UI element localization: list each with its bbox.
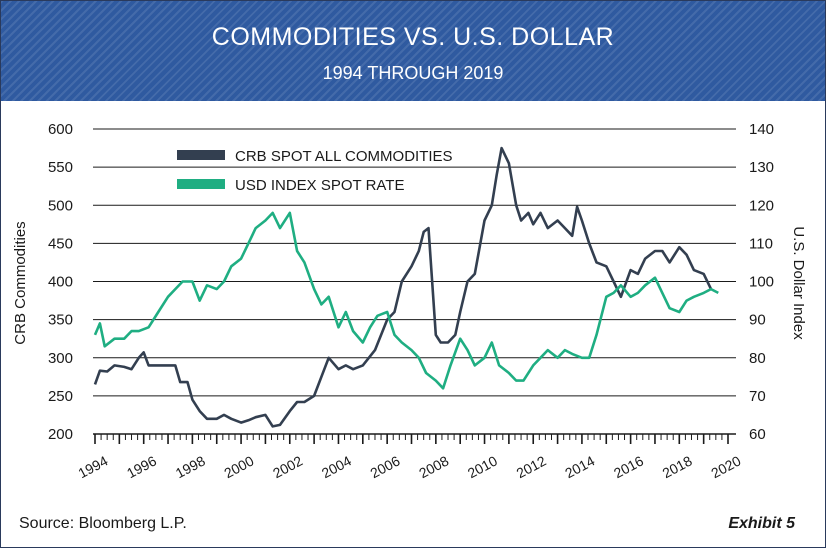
x-tick-label-2008: 2008 [416,452,451,481]
x-tick-label-2010: 2010 [465,452,500,481]
y-tick-left-550: 550 [48,159,73,176]
y-tick-right-100: 100 [749,274,774,291]
x-tick-label-1996: 1996 [124,452,159,481]
series-line-crb [93,146,713,428]
x-tick-label-2004: 2004 [319,452,354,481]
series-lines [93,146,719,428]
gridlines [93,128,736,435]
exhibit-label: Exhibit 5 [728,515,795,532]
legend-label-usd: USD INDEX SPOT RATE [235,177,404,194]
y-tick-left-450: 450 [48,235,73,252]
legend-label-crb: CRB SPOT ALL COMMODITIES [235,148,453,165]
legend: CRB SPOT ALL COMMODITIES USD INDEX SPOT R… [177,148,453,194]
x-tick-label-2014: 2014 [562,452,597,481]
y-axis-label-right: U.S. Dollar Index [790,226,807,340]
y-tick-left-200: 200 [48,426,73,443]
y-tick-right-130: 130 [749,159,774,176]
y-tick-right-120: 120 [749,197,774,214]
axes: 200 250 300 350 400 450 500 550 600 60 70 80 90 100 11… [48,121,774,481]
y-tick-right-80: 80 [749,350,766,367]
x-tick-label-2018: 2018 [660,452,695,481]
series-line-usd [93,211,719,390]
chart-subtitle: 1994 THROUGH 2019 [322,63,504,83]
x-tick-label-2006: 2006 [368,452,403,481]
x-tick-label-1998: 1998 [173,452,208,481]
y-tick-left-350: 350 [48,312,73,329]
y-axis-label-left: CRB Commodities [12,221,29,344]
x-tick-label-2012: 2012 [514,452,549,481]
y-tick-right-90: 90 [749,312,766,329]
chart-title: COMMODITIES VS. U.S. DOLLAR [211,23,615,51]
x-tick-label-2000: 2000 [221,452,256,481]
y-tick-left-600: 600 [48,121,73,138]
x-tick-label-1994: 1994 [75,452,110,481]
x-tick-label-2002: 2002 [270,452,305,481]
x-tick-label-2020: 2020 [708,452,743,481]
title-banner: COMMODITIES VS. U.S. DOLLAR 1994 THROUGH… [1,1,825,101]
y-tick-left-500: 500 [48,197,73,214]
y-tick-left-400: 400 [48,274,73,291]
source-note: Source: Bloomberg L.P. [19,515,187,532]
y-tick-right-60: 60 [749,426,766,443]
y-tick-left-250: 250 [48,388,73,405]
y-tick-right-70: 70 [749,388,766,405]
x-tick-label-2016: 2016 [611,452,646,481]
y-tick-left-300: 300 [48,350,73,367]
y-tick-right-110: 110 [749,235,773,252]
chart-plot: 200 250 300 350 400 450 500 550 600 60 70 80 90 100 11… [12,121,807,481]
y-tick-right-140: 140 [749,121,774,138]
